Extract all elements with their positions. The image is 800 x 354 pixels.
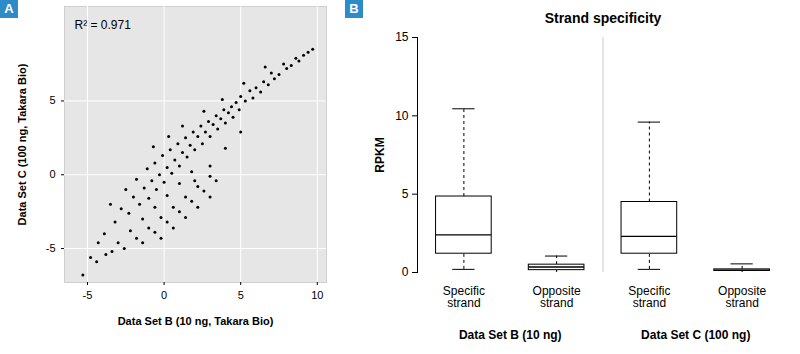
html-text:A: A (4, 1, 14, 16)
svg-text:5: 5 (49, 94, 55, 106)
svg-text:RPKM: RPKM (373, 137, 387, 172)
svg-text:0: 0 (49, 168, 55, 180)
svg-text:Data Set B (10 ng, Takara Bio): Data Set B (10 ng, Takara Bio) (118, 315, 274, 327)
svg-text:5: 5 (402, 187, 409, 201)
svg-text:Strand specificity: Strand specificity (545, 10, 662, 26)
svg-text:10: 10 (311, 289, 323, 301)
svg-text:10: 10 (395, 109, 409, 123)
svg-text:0: 0 (161, 289, 167, 301)
svg-text:R² = 0.971: R² = 0.971 (75, 18, 132, 32)
svg-text:0: 0 (402, 265, 409, 279)
svg-text:Specificstrand: Specificstrand (443, 284, 485, 310)
svg-text:-5: -5 (83, 289, 93, 301)
svg-text:Oppositestrand: Oppositestrand (718, 284, 766, 310)
svg-text:5: 5 (238, 289, 244, 301)
svg-text:Data Set B (10 ng): Data Set B (10 ng) (459, 328, 562, 342)
svg-text:Data Set C (100 ng, Takara Bio: Data Set C (100 ng, Takara Bio) (16, 63, 28, 225)
svg-text:Specificstrand: Specificstrand (628, 284, 670, 310)
html-text:B: B (349, 1, 359, 16)
svg-text:-5: -5 (46, 242, 56, 254)
svg-text:Oppositestrand: Oppositestrand (533, 284, 581, 310)
svg-text:15: 15 (395, 30, 409, 44)
svg-text:Data Set C (100 ng): Data Set C (100 ng) (641, 328, 750, 342)
